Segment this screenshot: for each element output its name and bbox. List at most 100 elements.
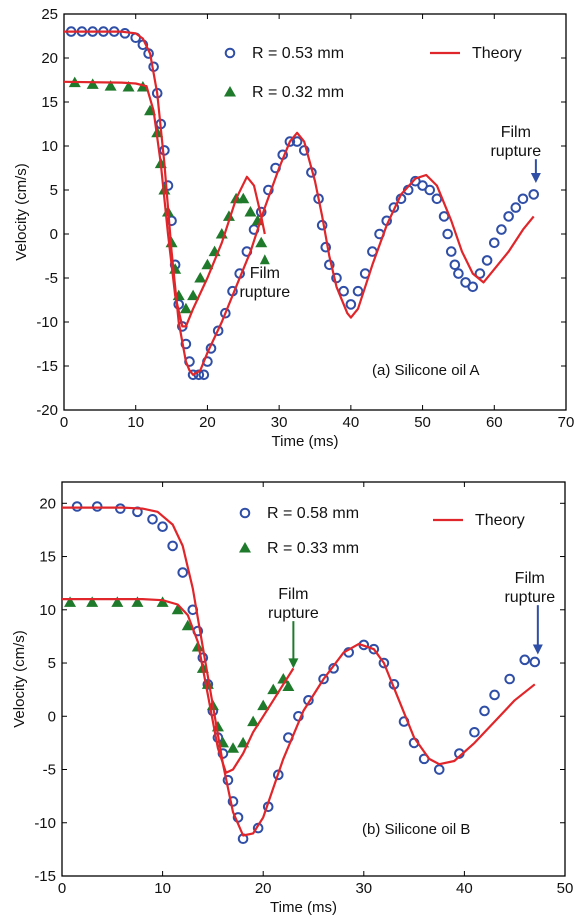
x-axis-label: Time (ms)	[272, 433, 339, 450]
data-point-circle	[71, 501, 83, 512]
y-tick-label: -20	[36, 402, 58, 419]
y-tick-label: 20	[39, 495, 56, 512]
annotation-text: Film	[250, 265, 280, 282]
x-tick-label: 10	[127, 414, 144, 431]
x-tick-label: 10	[154, 880, 171, 897]
annotation-text: rupture	[504, 589, 555, 606]
legend-label: R = 0.33 mm	[267, 540, 359, 557]
data-point-circle	[519, 654, 531, 666]
legend-marker	[239, 542, 251, 553]
data-point-circle	[177, 567, 189, 578]
x-tick-label: 30	[271, 414, 288, 431]
annotation-text: rupture	[490, 143, 541, 160]
y-tick-label: -15	[36, 358, 58, 375]
data-point-circle	[474, 268, 486, 279]
data-point-triangle	[171, 603, 184, 615]
plot-frame	[63, 13, 567, 411]
data-point-circle	[284, 136, 296, 147]
data-point-circle	[496, 224, 507, 235]
data-point-triangle	[247, 715, 260, 727]
data-point-triangle	[227, 742, 240, 753]
data-point-triangle	[187, 289, 200, 301]
data-point-triangle	[237, 192, 250, 204]
x-tick-label: 70	[558, 414, 575, 431]
data-point-triangle	[282, 680, 295, 691]
data-point-triangle	[156, 596, 169, 607]
legend-label: R = 0.32 mm	[252, 84, 344, 101]
data-point-circle	[212, 325, 224, 337]
data-point-circle	[368, 643, 380, 655]
data-point-triangle	[201, 258, 214, 270]
data-point-circle	[198, 369, 210, 381]
x-tick-label: 0	[60, 414, 68, 431]
x-tick-label: 40	[456, 880, 473, 897]
data-point-circle	[424, 184, 436, 196]
data-point-triangle	[86, 596, 99, 607]
data-point-triangle	[222, 210, 235, 221]
data-point-circle	[263, 184, 274, 196]
y-tick-label: 10	[41, 138, 58, 155]
annotation-text: Film	[278, 586, 308, 603]
data-point-triangle	[179, 302, 192, 314]
y-tick-label: -10	[36, 314, 58, 331]
annotation-text: Film	[515, 570, 545, 587]
data-point-circle	[187, 369, 199, 381]
annotation-arrowhead	[530, 172, 541, 183]
annotation-arrowhead	[259, 254, 270, 265]
x-tick-label: 40	[343, 414, 360, 431]
data-point-triangle	[86, 78, 99, 89]
data-point-circle	[503, 211, 514, 222]
legend-label: Theory	[472, 45, 522, 62]
data-point-circle	[479, 705, 490, 717]
x-tick-label: 60	[486, 414, 503, 431]
x-tick-label: 30	[355, 880, 372, 897]
legend-marker	[224, 86, 236, 97]
x-tick-label: 20	[255, 880, 272, 897]
data-point-circle	[157, 521, 168, 533]
y-tick-label: 10	[39, 602, 56, 619]
data-point-circle	[345, 299, 357, 310]
theory-curve	[62, 506, 536, 837]
data-point-circle	[467, 281, 479, 293]
data-point-triangle	[267, 683, 280, 695]
data-point-triangle	[131, 596, 144, 607]
legend-label: R = 0.53 mm	[252, 45, 344, 62]
y-tick-label: -5	[45, 270, 58, 287]
data-point-circle	[469, 726, 480, 738]
data-point-triangle	[194, 272, 207, 283]
data-point-triangle	[64, 596, 77, 607]
data-point-circle	[481, 255, 493, 266]
legend-marker	[239, 507, 251, 519]
data-point-triangle	[257, 699, 270, 711]
data-point-triangle	[181, 619, 194, 631]
data-point-circle	[227, 796, 239, 807]
y-tick-label: 5	[50, 182, 58, 199]
legend-label: R = 0.58 mm	[267, 505, 359, 522]
annotation-text: rupture	[268, 605, 319, 622]
data-point-circle	[510, 202, 522, 213]
annotation-arrowhead	[288, 658, 299, 669]
y-tick-label: 15	[41, 94, 58, 111]
data-point-triangle	[111, 596, 124, 607]
theory-curve	[64, 30, 535, 376]
y-axis-label: Velocity (cm/s)	[13, 163, 30, 261]
data-point-circle	[298, 145, 310, 156]
panel-b: 0 10 20 30 40 50 -15 -10 -5 0 5 10 15 20 Time (ms) Velo…	[11, 481, 574, 916]
data-point-circle	[320, 241, 332, 253]
annotation-text: Film	[501, 124, 531, 141]
data-point-circle	[449, 259, 461, 271]
x-tick-label: 20	[199, 414, 216, 431]
data-point-triangle	[104, 80, 117, 91]
data-point-circle	[445, 246, 457, 257]
x-tick-label: 50	[557, 880, 574, 897]
y-axis-label: Velocity (cm/s)	[11, 630, 28, 728]
data-point-triangle	[244, 206, 257, 217]
data-point-circle	[453, 268, 464, 279]
data-point-circle	[291, 136, 303, 147]
data-point-circle	[504, 673, 515, 685]
annotation-arrowhead	[532, 644, 543, 655]
panel-label: (b) Silicone oil B	[362, 821, 470, 838]
plot-frame	[61, 481, 566, 877]
y-tick-label: -10	[34, 815, 56, 832]
